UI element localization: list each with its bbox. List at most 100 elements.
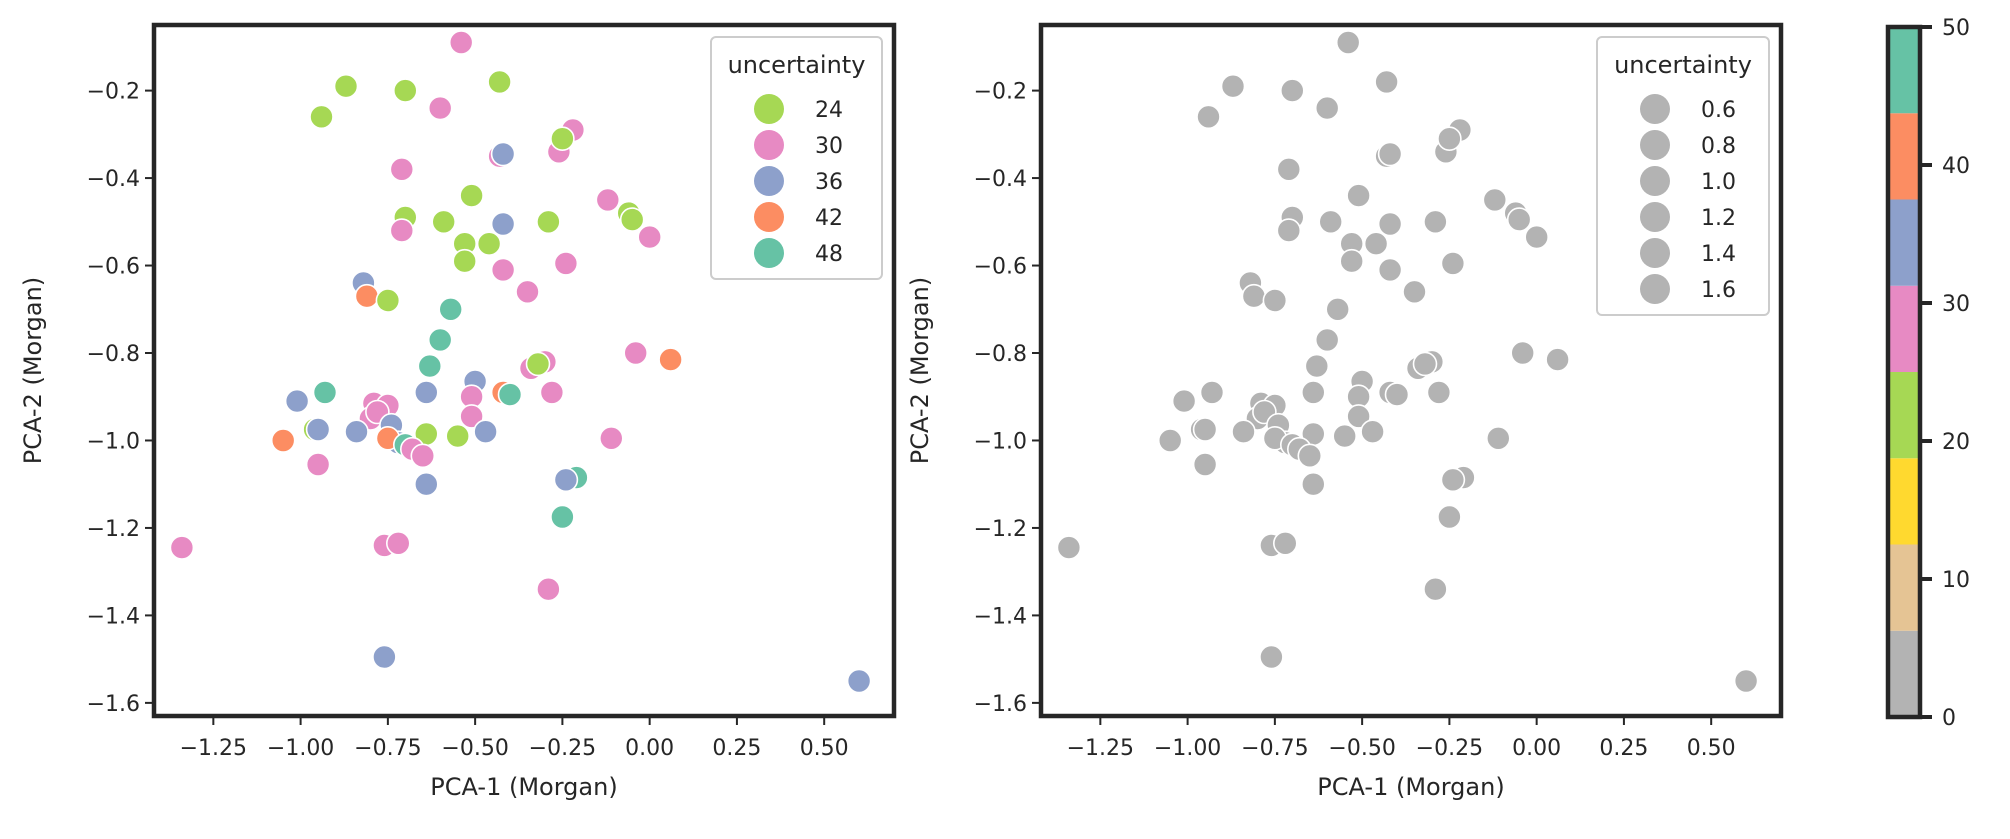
right-ytick-label: −1.0 <box>974 429 1027 454</box>
left-ylabel: PCA-2 (Morgan) <box>19 277 47 464</box>
colorbar-segment-4 <box>1888 285 1920 372</box>
left-point-21 <box>637 224 663 250</box>
right-point-74 <box>1423 576 1448 602</box>
right-point-57 <box>1360 419 1385 445</box>
right-ytick-label: −0.8 <box>974 342 1027 367</box>
right-point-56 <box>1332 423 1357 449</box>
right-point-35 <box>1304 353 1330 379</box>
left-point-47 <box>284 388 310 414</box>
colorbar-tick-label: 10 <box>1942 568 1970 593</box>
right-point-30 <box>1402 279 1427 305</box>
left-point-10 <box>490 141 516 167</box>
right-point-16 <box>1318 209 1343 235</box>
left-legend-title: uncertainty <box>728 51 866 79</box>
left-legend-label: 36 <box>815 170 843 195</box>
left-legend-marker-3 <box>754 202 784 232</box>
right-ytick-label: −0.4 <box>974 167 1027 192</box>
left-point-46 <box>312 380 338 405</box>
right-legend-marker-3 <box>1640 202 1670 232</box>
left-xtick-label: −1.00 <box>267 736 334 761</box>
left-xtick-label: 0.50 <box>800 736 849 761</box>
left-legend-label: 48 <box>815 242 843 267</box>
right-point-75 <box>1259 644 1284 670</box>
right-point-15 <box>1276 218 1302 243</box>
left-ytick-label: −0.4 <box>87 167 140 192</box>
right-point-10 <box>1377 141 1403 167</box>
left-point-18 <box>536 209 561 235</box>
right-point-21 <box>1524 224 1549 250</box>
right-point-66 <box>1192 452 1218 477</box>
right-legend-label: 1.4 <box>1701 242 1736 267</box>
left-point-56 <box>445 423 471 449</box>
left-point-70 <box>550 504 575 530</box>
left-point-1 <box>333 73 359 99</box>
right-ytick-label: −1.6 <box>974 692 1027 717</box>
right-point-69 <box>1440 467 1466 493</box>
left-point-45 <box>459 404 484 429</box>
colorbar-segment-2 <box>1888 458 1920 545</box>
left-point-76 <box>846 668 872 694</box>
left-point-20 <box>619 207 645 232</box>
left-point-31 <box>438 296 464 322</box>
colorbar-tick-label: 30 <box>1942 292 1970 317</box>
left-xtick-label: 0.25 <box>712 736 761 761</box>
left-point-64 <box>410 443 436 469</box>
right-point-39 <box>1301 380 1326 405</box>
left-point-11 <box>389 157 415 182</box>
left-point-32 <box>427 327 453 353</box>
left-legend-marker-1 <box>754 130 784 160</box>
right-legend-label: 1.2 <box>1701 206 1736 231</box>
right-xtick-label: −1.00 <box>1154 736 1221 761</box>
colorbar: 0 10 20 30 40 50 <box>1885 16 1970 731</box>
right-point-67 <box>1301 471 1326 497</box>
right-point-58 <box>1231 419 1256 445</box>
right-xtick-label: 0.50 <box>1687 736 1736 761</box>
left-ytick-label: −1.4 <box>87 604 140 629</box>
left-legend-box <box>710 36 883 280</box>
right-point-17 <box>1377 211 1403 237</box>
right-xtick-label: −0.25 <box>1416 736 1483 761</box>
right-legend-title: uncertainty <box>1614 51 1752 79</box>
left-point-28 <box>354 283 380 309</box>
right-legend-marker-1 <box>1640 130 1670 160</box>
right-xtick-label: 0.00 <box>1512 736 1561 761</box>
left-point-16 <box>431 209 457 235</box>
left-ytick-label: −0.8 <box>87 342 140 367</box>
left-point-29 <box>375 288 401 313</box>
right-legend-box <box>1596 36 1770 316</box>
right-point-1 <box>1220 73 1246 99</box>
left-point-66 <box>305 452 331 477</box>
left-xtick-label: −0.25 <box>529 736 596 761</box>
right-ylabel: PCA-2 (Morgan) <box>906 277 934 464</box>
left-point-34 <box>658 347 683 372</box>
right-point-13 <box>1482 187 1508 213</box>
right-point-11 <box>1276 157 1302 182</box>
right-point-4 <box>1196 104 1221 130</box>
right-point-3 <box>1374 69 1399 95</box>
left-ytick-label: −1.6 <box>87 692 140 717</box>
left-xtick-label: −0.75 <box>354 736 421 761</box>
left-point-3 <box>487 69 512 95</box>
left-ytick-label: −0.2 <box>87 80 140 105</box>
left-point-67 <box>413 471 439 497</box>
right-ytick-label: −0.6 <box>974 255 1027 280</box>
left-ytick-label: −1.2 <box>87 517 140 542</box>
right-point-18 <box>1423 209 1448 235</box>
left-point-57 <box>473 419 498 445</box>
left-point-71 <box>169 535 195 560</box>
left-point-73 <box>385 530 411 556</box>
right-legend-marker-2 <box>1640 166 1670 196</box>
left-xtick-label: −0.50 <box>441 736 508 761</box>
right-point-29 <box>1262 288 1288 313</box>
left-point-59 <box>270 428 296 453</box>
right-point-70 <box>1437 504 1462 530</box>
left-point-23 <box>476 231 502 256</box>
right-point-65 <box>1486 425 1511 451</box>
left-legend-marker-0 <box>754 94 784 124</box>
right-point-5 <box>1314 95 1340 121</box>
right-xtick-label: −1.25 <box>1067 736 1134 761</box>
right-point-28 <box>1241 283 1267 309</box>
left-point-58 <box>344 419 369 445</box>
left-point-15 <box>389 218 415 243</box>
